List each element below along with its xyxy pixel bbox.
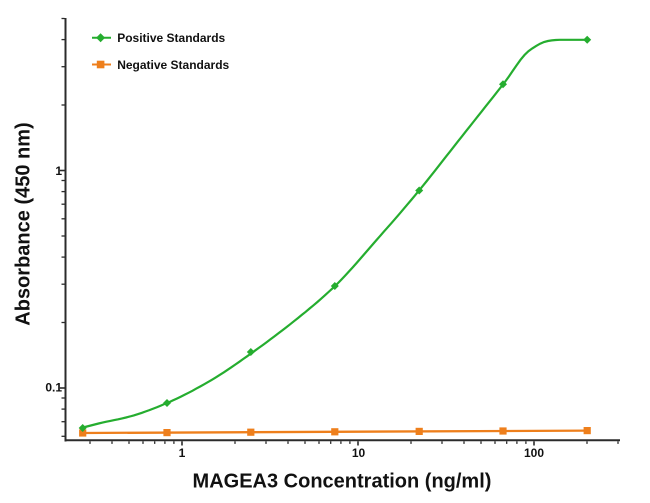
svg-text:0.1: 0.1 <box>45 381 62 395</box>
svg-text:Positive Standards: Positive Standards <box>117 31 225 45</box>
svg-text:MAGEA3 Concentration (ng/ml): MAGEA3 Concentration (ng/ml) <box>193 471 492 493</box>
svg-text:1: 1 <box>179 446 186 460</box>
svg-text:10: 10 <box>352 446 366 460</box>
svg-text:Absorbance (450 nm): Absorbance (450 nm) <box>13 122 35 325</box>
svg-text:1: 1 <box>55 164 62 178</box>
svg-text:100: 100 <box>524 446 544 460</box>
svg-text:Negative Standards: Negative Standards <box>117 58 229 72</box>
